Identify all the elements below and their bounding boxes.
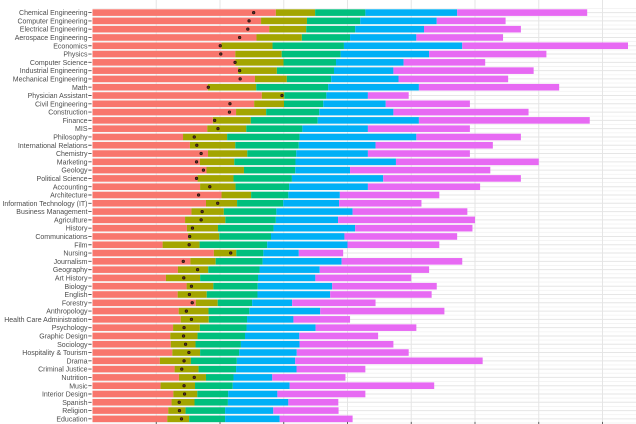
svg-text:Aerospace Engineering: Aerospace Engineering [15, 35, 88, 42]
svg-text:MIS: MIS [75, 126, 88, 133]
svg-text:English: English [65, 292, 88, 299]
svg-text:Spanish: Spanish [62, 400, 87, 407]
svg-text:Economics: Economics [53, 43, 88, 50]
svg-text:Music: Music [69, 383, 88, 390]
svg-text:Biology: Biology [65, 284, 88, 291]
svg-text:Chemical Engineering: Chemical Engineering [19, 10, 88, 17]
svg-text:International Relations: International Relations [18, 143, 88, 150]
svg-text:Business Management: Business Management [16, 209, 87, 216]
svg-text:Finance: Finance [63, 118, 88, 125]
svg-text:Religion: Religion [62, 408, 87, 415]
svg-text:Education: Education [56, 416, 87, 423]
svg-text:History: History [66, 226, 88, 233]
svg-text:Information Technology (IT): Information Technology (IT) [2, 201, 87, 208]
svg-text:Physician Assistant: Physician Assistant [28, 93, 88, 100]
svg-text:Agriculture: Agriculture [54, 217, 88, 224]
svg-text:Mechanical Engineering: Mechanical Engineering [13, 76, 88, 83]
svg-text:Electrical Engineering: Electrical Engineering [20, 27, 88, 34]
svg-text:Sociology: Sociology [57, 342, 88, 349]
svg-text:Health Care Administration: Health Care Administration [4, 317, 87, 324]
svg-text:Computer Science: Computer Science [30, 60, 88, 67]
svg-text:Geology: Geology [61, 168, 88, 175]
svg-text:Civil Engineering: Civil Engineering [35, 101, 88, 108]
svg-text:Nutrition: Nutrition [61, 375, 87, 382]
svg-text:Psychology: Psychology [52, 325, 88, 332]
svg-text:Nursing: Nursing [63, 251, 87, 258]
svg-text:Journalism: Journalism [54, 259, 88, 266]
svg-text:Math: Math [72, 85, 88, 92]
svg-text:Accounting: Accounting [53, 184, 88, 191]
svg-text:Physics: Physics [63, 52, 88, 59]
svg-text:Anthropology: Anthropology [46, 309, 88, 316]
svg-text:Forestry: Forestry [62, 300, 88, 307]
svg-text:Graphic Design: Graphic Design [39, 334, 87, 341]
svg-text:Chemistry: Chemistry [56, 151, 88, 158]
svg-text:Computer Engineering: Computer Engineering [17, 18, 87, 25]
svg-text:Marketing: Marketing [57, 159, 88, 166]
svg-text:Philosophy: Philosophy [53, 135, 88, 142]
svg-text:Interior Design: Interior Design [42, 392, 88, 399]
svg-text:Political Science: Political Science [37, 176, 88, 183]
svg-text:Drama: Drama [66, 358, 87, 365]
svg-text:Art History: Art History [55, 275, 88, 282]
svg-text:Criminal Justice: Criminal Justice [38, 367, 88, 374]
svg-text:Industrial Engineering: Industrial Engineering [20, 68, 88, 75]
svg-text:Geography: Geography [53, 267, 88, 274]
svg-text:Communications: Communications [35, 234, 88, 241]
svg-text:Architecture: Architecture [50, 193, 87, 200]
svg-text:Construction: Construction [48, 110, 87, 117]
svg-text:Hospitality & Tourism: Hospitality & Tourism [22, 350, 87, 357]
svg-text:Film: Film [74, 242, 87, 249]
